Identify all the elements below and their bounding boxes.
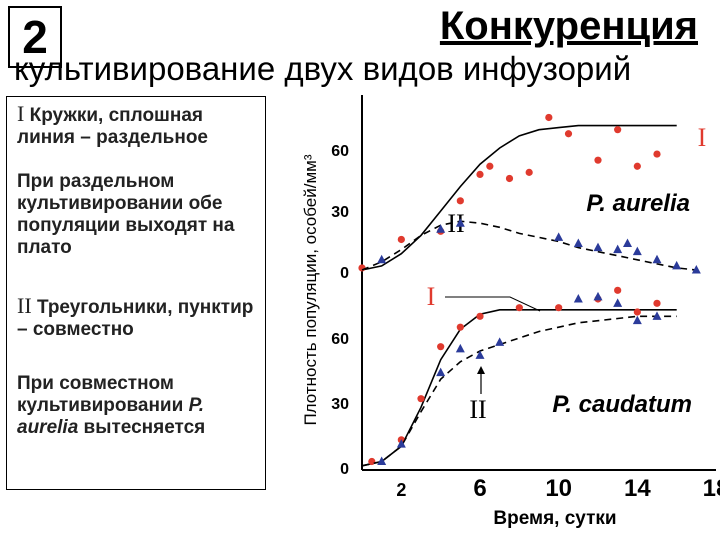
series-I-point [515, 304, 523, 312]
series-I-point [555, 304, 563, 312]
y-tick-label: 30 [331, 204, 349, 221]
y-tick-label: 0 [340, 265, 349, 282]
separate-culture-note: При раздельном культивировании обе попул… [17, 171, 235, 258]
series-II-point [495, 337, 505, 346]
series-I-point [653, 299, 661, 307]
x-tick-label: 18 [703, 475, 720, 502]
series-I-point [437, 343, 445, 351]
series-I-point [614, 126, 622, 134]
pointer-arrowhead [477, 366, 485, 374]
series-II-point [613, 298, 623, 307]
roman-one-mark: I [17, 101, 25, 126]
series-II-point [455, 218, 465, 227]
series-II-point [554, 232, 564, 241]
x-axis-label: Время, сутки [493, 508, 616, 529]
series-I-curve [361, 124, 677, 271]
series-II-point [632, 246, 642, 256]
series-I-point [476, 170, 484, 178]
species-name-aurelia: P. aurelia [17, 395, 205, 438]
slide-number: 2 [8, 6, 62, 68]
series-II-point [396, 439, 406, 448]
pointer-line-caudatum-I [445, 296, 541, 312]
series-II-point [593, 242, 603, 252]
series-II-point [377, 254, 387, 264]
series-II-curve [361, 220, 697, 271]
species-label: P. aurelia [586, 190, 690, 217]
series-I-point [564, 130, 573, 138]
curve-label-aurelia-II: II [447, 209, 464, 238]
curve-label-aurelia-I: I [698, 123, 707, 152]
x-tick-label: 10 [545, 475, 572, 502]
legend-dashed-label: Треугольники, пунктир – совместно [17, 297, 254, 340]
series-II-point [691, 264, 701, 274]
curve-label-caudatum-II: II [469, 395, 486, 424]
series-I-point [633, 162, 641, 170]
slide-title: Конкуренция [439, 4, 698, 48]
series-I-point [614, 286, 622, 294]
series-II-point [652, 311, 662, 320]
joint-culture-note: При совместном культивировании P. aureli… [17, 373, 206, 438]
series-II-point [377, 456, 387, 465]
curve-label-caudatum-I: I [427, 282, 436, 311]
y-tick-label: 30 [331, 396, 349, 413]
species-label: P. caudatum [552, 391, 692, 418]
series-II-point [455, 343, 465, 353]
series-II-point [436, 367, 446, 377]
series-I-point [397, 235, 405, 244]
slide-subtitle: культивирование двух видов инфузорий [14, 50, 632, 87]
roman-two-mark: II [17, 293, 32, 318]
series-I-point [456, 197, 464, 205]
panel-aurelia: 0 30 60 P. aurelia [331, 113, 701, 282]
series-I-point [594, 156, 602, 164]
series-II-point [593, 291, 603, 301]
x-tick-label: 2 [396, 480, 406, 500]
x-tick-label: 6 [473, 475, 486, 502]
series-II-point [613, 244, 623, 254]
x-tick-label: 14 [624, 475, 651, 502]
series-I-point [633, 308, 641, 316]
series-I-point [653, 150, 661, 158]
series-I-point [358, 264, 366, 272]
series-I-curve [361, 309, 677, 467]
series-I-point [456, 323, 464, 331]
series-I-point [525, 168, 533, 176]
panel-caudatum: 0 30 60 2 6 10 14 18 P. caudatum [331, 286, 720, 502]
y-tick-label: 60 [331, 331, 349, 348]
series-II-point [652, 254, 662, 264]
series-II-point [623, 238, 632, 248]
series-II-point [672, 260, 682, 270]
series-I-point [505, 174, 514, 183]
legend-solid-label: Кружки, сплошная линия – раздельное [17, 105, 208, 148]
y-tick-label: 60 [331, 143, 349, 160]
legend-solid-text: I Кружки, сплошная линия – раздельное [17, 103, 265, 149]
series-I-point [368, 457, 376, 466]
series-I-point [476, 312, 484, 320]
series-II-point [573, 294, 583, 303]
series-I-point [417, 395, 425, 403]
series-II-point [436, 224, 446, 233]
y-tick-label: 0 [340, 461, 349, 478]
series-II-point [632, 315, 642, 325]
series-I-point [545, 113, 553, 122]
legend-dashed-text: II Треугольники, пунктир – совместно [17, 295, 267, 341]
series-II-point [475, 350, 485, 359]
y-axis-label: Плотность популяции, особей/мм³ [301, 154, 320, 425]
series-I-point [486, 162, 494, 170]
series-II-point [573, 238, 583, 248]
legend-panel: I Кружки, сплошная линия – раздельное Пр… [6, 96, 266, 490]
